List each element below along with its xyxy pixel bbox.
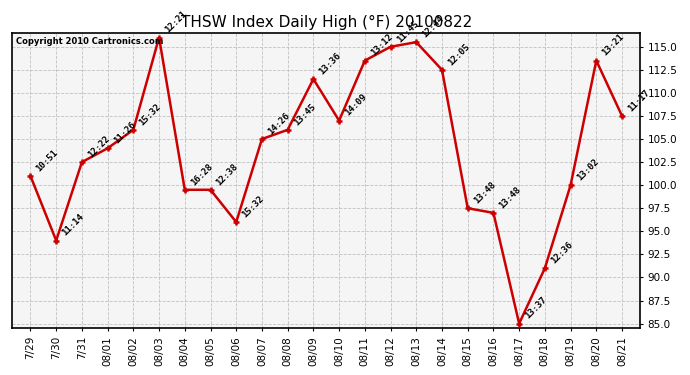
Text: 12:22: 12:22 xyxy=(86,134,111,159)
Title: THSW Index Daily High (°F) 20100822: THSW Index Daily High (°F) 20100822 xyxy=(181,15,472,30)
Text: 13:48: 13:48 xyxy=(497,185,523,210)
Text: 12:38: 12:38 xyxy=(215,162,240,187)
Text: Copyright 2010 Cartronics.com: Copyright 2010 Cartronics.com xyxy=(16,38,163,46)
Text: 13:21: 13:21 xyxy=(600,33,626,58)
Text: 13:02: 13:02 xyxy=(575,157,600,182)
Text: 11:17: 11:17 xyxy=(627,88,651,113)
Text: 12:36: 12:36 xyxy=(549,240,574,266)
Text: 14:09: 14:09 xyxy=(343,93,368,118)
Text: 10:51: 10:51 xyxy=(34,148,60,173)
Text: 11:45: 11:45 xyxy=(395,19,420,44)
Text: 13:37: 13:37 xyxy=(523,296,549,321)
Text: 13:12: 13:12 xyxy=(369,33,395,58)
Text: 11:26: 11:26 xyxy=(112,120,137,146)
Text: 14:26: 14:26 xyxy=(266,111,291,136)
Text: 12:21: 12:21 xyxy=(164,9,188,35)
Text: 13:36: 13:36 xyxy=(317,51,343,76)
Text: 11:14: 11:14 xyxy=(60,212,86,238)
Text: 15:32: 15:32 xyxy=(240,194,266,219)
Text: 12:05: 12:05 xyxy=(446,42,471,67)
Text: 12:44: 12:44 xyxy=(420,14,446,39)
Text: 15:32: 15:32 xyxy=(137,102,163,127)
Text: 13:48: 13:48 xyxy=(472,180,497,206)
Text: 13:45: 13:45 xyxy=(292,102,317,127)
Text: 16:28: 16:28 xyxy=(189,162,215,187)
